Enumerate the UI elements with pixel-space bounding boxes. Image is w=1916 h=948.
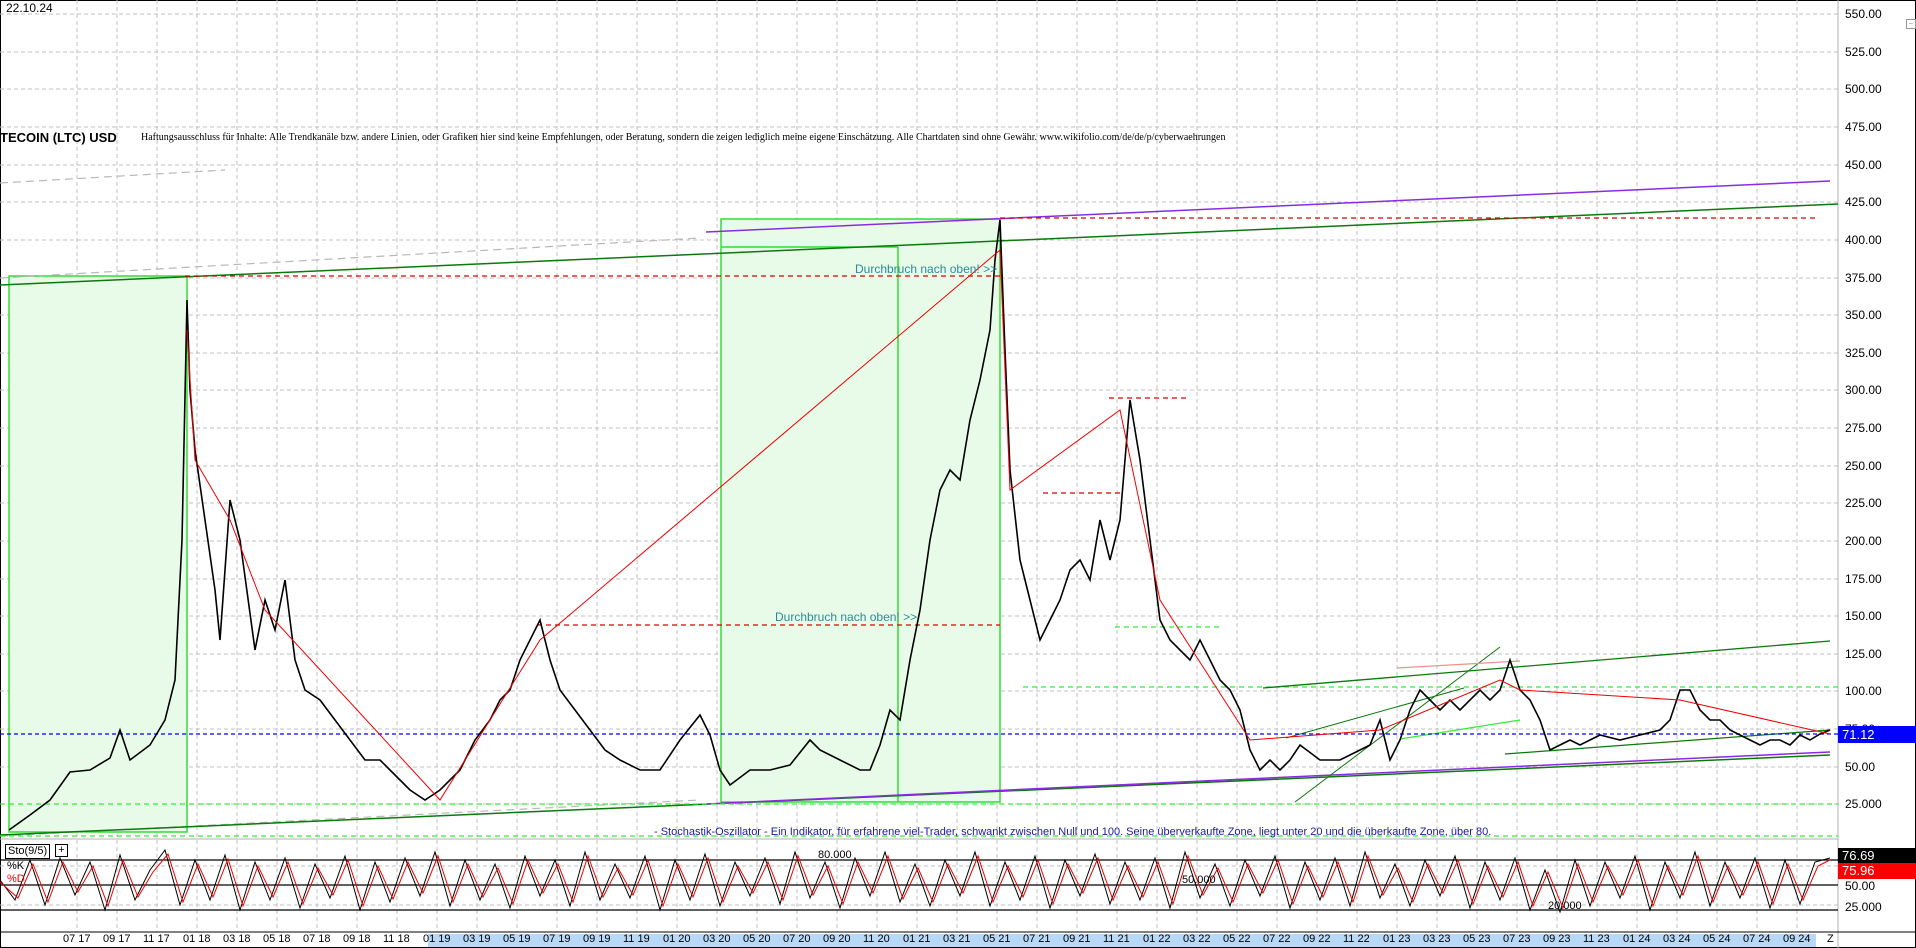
osc-axis-label: 25.000 [1845,900,1882,914]
time-tick: 11 20 [863,933,890,945]
time-tick: 09 20 [823,933,851,945]
indicator-name[interactable]: Sto(9/5) [5,844,51,859]
add-indicator-icon[interactable]: + [55,844,68,857]
price-axis-label: 200.00 [1845,534,1882,548]
time-tick: 05 19 [503,933,531,945]
time-tick: 03 20 [703,933,731,945]
osc-level-80: 80.000 [818,849,852,861]
time-axis[interactable]: 07 17 09 17 11 17 01 18 03 18 05 18 07 1… [0,933,1838,947]
d-legend: %D [7,873,25,885]
time-tick: 01 22 [1143,933,1171,945]
stoch-k-line [0,848,1831,914]
time-tick: 01 24 [1623,933,1651,945]
time-tick: 09 21 [1063,933,1091,945]
price-axis-label: 225.00 [1845,496,1882,510]
chart-title: TECOIN (LTC) USD [0,130,117,145]
price-axis-label: 100.00 [1845,684,1882,698]
price-axis-label: 400.00 [1845,233,1882,247]
time-tick: 11 21 [1103,933,1130,945]
time-tick: 05 22 [1223,933,1251,945]
time-tick: 01 20 [663,933,691,945]
time-tick: 11 17 [143,933,170,945]
k-value-tag: 76.69 [1838,848,1916,864]
breakout-annotation: Durchbruch nach oben! >> [855,262,998,276]
time-tick: 07 21 [1023,933,1051,945]
time-tick: 03 23 [1423,933,1451,945]
time-tick: 09 22 [1303,933,1331,945]
price-axis-label: 375.00 [1845,271,1882,285]
osc-level-20: 20.000 [1548,900,1582,912]
time-tick: 03 22 [1183,933,1211,945]
time-axis-highlight [428,934,1816,947]
current-price-tag: 71.12 [1838,726,1916,743]
time-tick: 07 24 [1743,933,1771,945]
time-tick: 09 19 [583,933,611,945]
time-tick: 07 19 [543,933,571,945]
time-tick: 11 23 [1583,933,1610,945]
time-tick: 01 18 [183,933,211,945]
price-axis-label: 25.000 [1845,797,1882,811]
price-axis-label: 450.00 [1845,158,1882,172]
d-value-tag: 75.96 [1838,863,1916,879]
price-axis-label: 250.00 [1845,459,1882,473]
osc-level-50: 50.000 [1182,874,1216,886]
time-tick: 07 23 [1503,933,1531,945]
price-axis-label: 550.00 [1845,7,1882,21]
price-axis-label: 325.00 [1845,346,1882,360]
price-axis-label: 500.00 [1845,82,1882,96]
price-axis-label: 475.00 [1845,120,1882,134]
price-axis-label: 300.00 [1845,383,1882,397]
time-tick: 01 21 [903,933,931,945]
price-series [8,219,1831,831]
price-axis-label: 50.00 [1845,760,1876,774]
time-tick: 05 18 [263,933,291,945]
price-axis-label: 125.00 [1845,647,1882,661]
time-tick: 09 18 [343,933,371,945]
time-tick: 05 23 [1463,933,1491,945]
time-tick: 07 20 [783,933,811,945]
price-axis-label: 175.00 [1845,572,1882,586]
time-tick: 05 21 [983,933,1011,945]
time-tick: 03 19 [463,933,491,945]
osc-axis-label: 50.00 [1845,879,1876,893]
time-tick: 07 17 [63,933,91,945]
stoch-d-line [0,852,1831,910]
price-axis-label: 525.00 [1845,45,1882,59]
chart-date: 22.10.24 [6,1,53,15]
time-tick: 07 18 [303,933,331,945]
time-tick: 07 22 [1263,933,1291,945]
disclaimer-text: Haftungsausschluss für Inhalte: Alle Tre… [141,132,1226,143]
time-tick: 11 19 [623,933,650,945]
k-legend: %K [7,860,25,872]
time-tick: 09 23 [1543,933,1571,945]
time-tick: 01 23 [1383,933,1411,945]
consolidation-box-1 [8,275,188,833]
consolidation-box-2 [720,218,1001,803]
time-tick: 09 24 [1783,933,1811,945]
time-tick: 05 24 [1703,933,1731,945]
time-tick: 03 21 [943,933,971,945]
time-tick: 11 22 [1343,933,1370,945]
price-axis-label: 275.00 [1845,421,1882,435]
collapse-icon[interactable]: − [1906,19,1916,29]
price-axis-label: 150.00 [1845,609,1882,623]
time-tick: 11 18 [383,933,410,945]
breakout-annotation: Durchbruch nach oben! >> [775,610,918,624]
time-tick: 09 17 [103,933,131,945]
time-tick: 05 20 [743,933,771,945]
time-tick: 01 19 [423,933,451,945]
price-axis-label: 425.00 [1845,195,1882,209]
time-tick: 03 24 [1663,933,1691,945]
time-axis-end-marker[interactable]: Z [1827,933,1834,945]
oscillator-note: - Stochastik-Oszillator - Ein Indikator,… [654,826,1492,838]
price-axis-label: 350.00 [1845,308,1882,322]
time-tick: 03 18 [223,933,251,945]
